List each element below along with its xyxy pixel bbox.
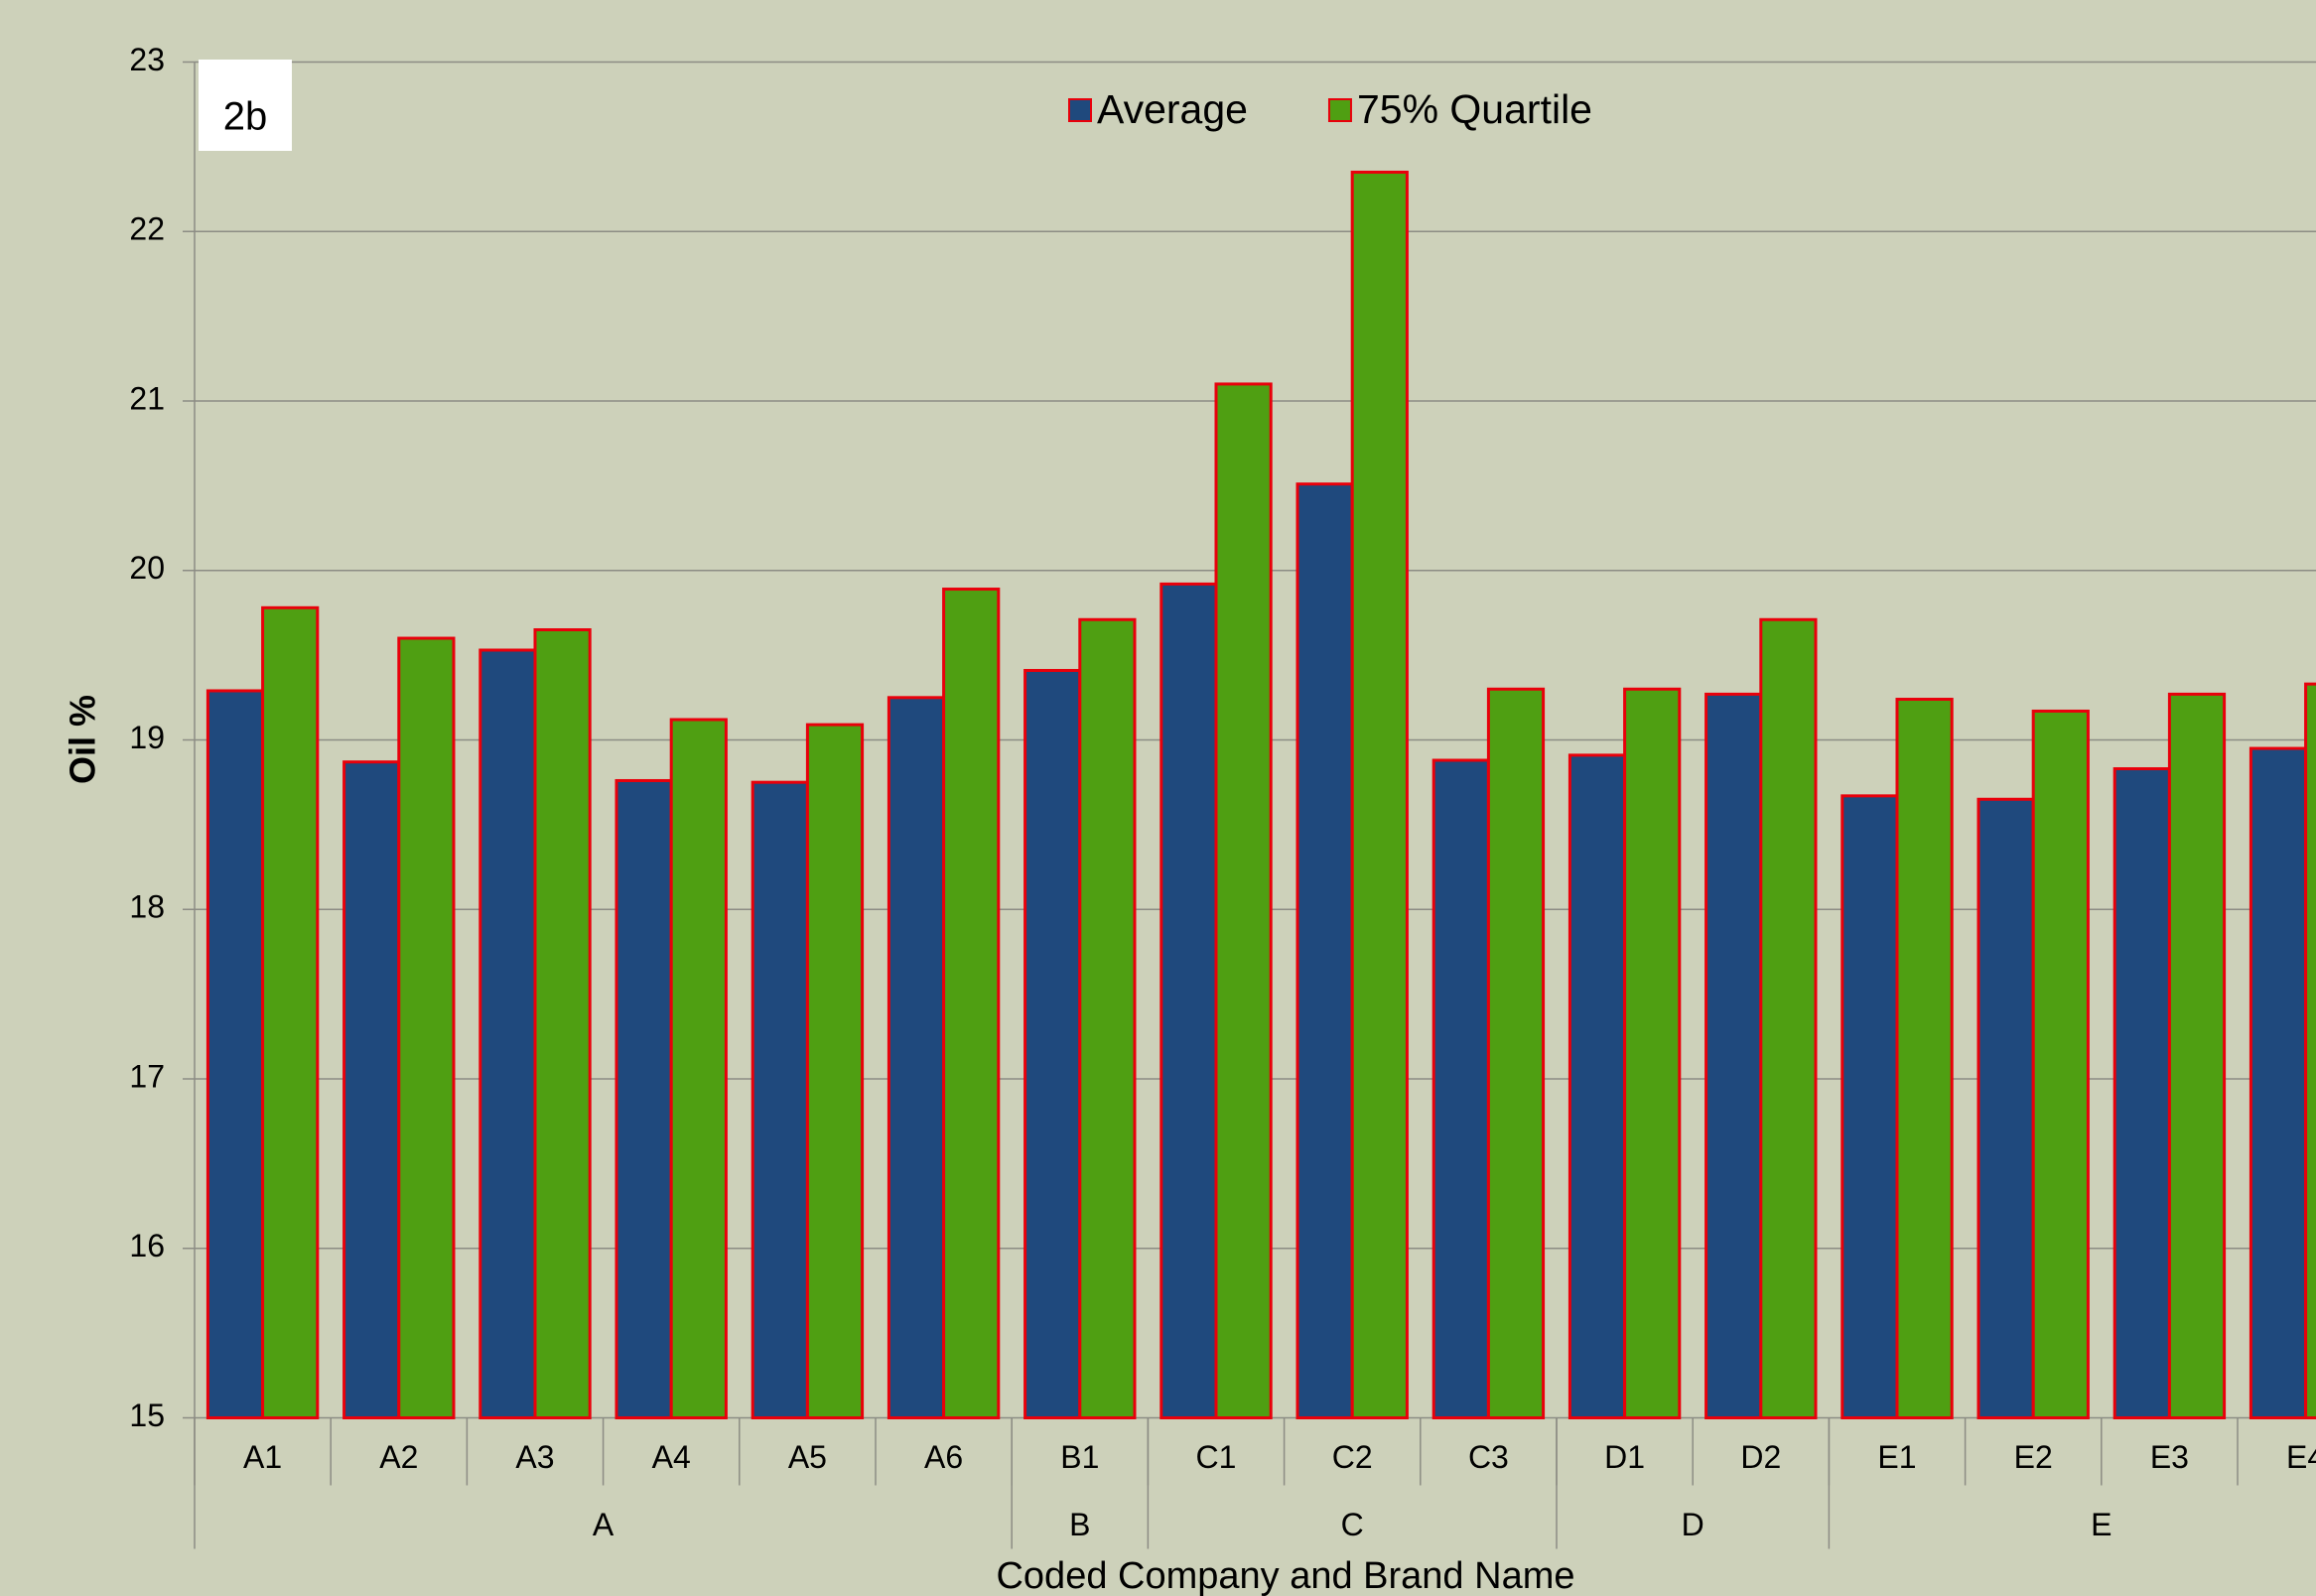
group-label: A bbox=[593, 1507, 614, 1542]
x-tick-label: D1 bbox=[1604, 1439, 1645, 1475]
y-tick-label: 23 bbox=[129, 42, 165, 77]
bar bbox=[614, 778, 673, 1419]
x-tick-label: B1 bbox=[1060, 1439, 1099, 1475]
bar bbox=[1759, 617, 1818, 1419]
bar bbox=[397, 636, 456, 1419]
x-tick-label: A4 bbox=[652, 1439, 691, 1475]
x-tick-label: C1 bbox=[1196, 1439, 1237, 1475]
bar bbox=[1567, 753, 1627, 1419]
bar bbox=[1623, 687, 1682, 1419]
bar bbox=[1159, 582, 1218, 1419]
y-tick-label: 16 bbox=[129, 1228, 165, 1264]
bar bbox=[2112, 767, 2171, 1419]
bar bbox=[205, 689, 265, 1419]
y-tick-label: 18 bbox=[129, 889, 165, 925]
bar bbox=[1295, 482, 1354, 1420]
bar bbox=[1976, 797, 2035, 1419]
bar bbox=[1350, 170, 1409, 1419]
x-tick-label: E1 bbox=[1877, 1439, 1916, 1475]
bar bbox=[342, 760, 401, 1419]
x-tick-label: A2 bbox=[379, 1439, 418, 1475]
bar bbox=[805, 723, 865, 1419]
bar bbox=[261, 605, 320, 1419]
x-tick-label: C2 bbox=[1332, 1439, 1373, 1475]
bar bbox=[750, 780, 809, 1419]
x-tick-label: E4 bbox=[2286, 1439, 2316, 1475]
group-label: D bbox=[1682, 1507, 1704, 1542]
bar bbox=[2031, 709, 2090, 1419]
y-tick-label: 20 bbox=[129, 550, 165, 586]
legend-label: 75% Quartile bbox=[1357, 86, 1592, 132]
bar bbox=[1895, 698, 1954, 1419]
y-tick-label: 22 bbox=[129, 211, 165, 247]
group-label: B bbox=[1069, 1507, 1090, 1542]
x-tick-label: A1 bbox=[243, 1439, 282, 1475]
x-tick-label: E3 bbox=[2150, 1439, 2189, 1475]
legend-swatch bbox=[1068, 98, 1092, 122]
bar bbox=[669, 718, 728, 1419]
y-axis-title: Oil % bbox=[63, 695, 103, 784]
x-tick-label: A6 bbox=[924, 1439, 963, 1475]
legend-label: Average bbox=[1097, 86, 1248, 132]
bar bbox=[2304, 682, 2316, 1419]
group-label: E bbox=[2091, 1507, 2112, 1542]
y-tick-label: 17 bbox=[129, 1058, 165, 1094]
x-axis-title: Coded Company and Brand Name bbox=[996, 1555, 1574, 1596]
bar bbox=[1078, 617, 1137, 1419]
bar bbox=[886, 696, 946, 1419]
bar bbox=[2248, 746, 2308, 1419]
legend-swatch bbox=[1327, 98, 1352, 122]
bar bbox=[1486, 687, 1546, 1419]
panel-label-box bbox=[199, 60, 292, 151]
bar bbox=[2167, 692, 2227, 1419]
group-label: C bbox=[1341, 1507, 1364, 1542]
bar bbox=[1023, 668, 1082, 1419]
x-tick-label: A3 bbox=[515, 1439, 554, 1475]
panel-label: 2b bbox=[223, 95, 268, 139]
bar bbox=[1214, 382, 1273, 1419]
bar bbox=[1704, 692, 1763, 1419]
x-tick-label: D2 bbox=[1740, 1439, 1781, 1475]
bar bbox=[1431, 758, 1490, 1419]
bar bbox=[478, 648, 537, 1419]
bar bbox=[1840, 794, 1899, 1419]
bar bbox=[942, 588, 1001, 1419]
x-tick-label: E2 bbox=[2014, 1439, 2053, 1475]
bar bbox=[533, 628, 592, 1419]
y-tick-label: 21 bbox=[129, 380, 165, 416]
x-tick-label: C3 bbox=[1468, 1439, 1509, 1475]
x-tick-label: A5 bbox=[788, 1439, 827, 1475]
bars bbox=[205, 170, 2316, 1420]
y-tick-label: 15 bbox=[129, 1397, 165, 1433]
y-tick-label: 19 bbox=[129, 720, 165, 755]
